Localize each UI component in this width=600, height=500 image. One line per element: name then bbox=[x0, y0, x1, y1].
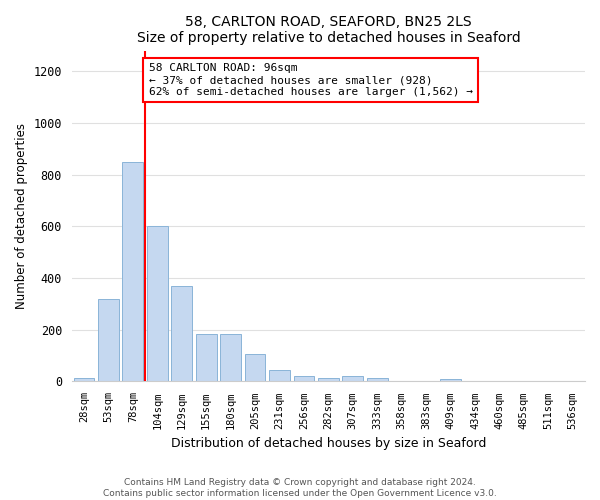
Title: 58, CARLTON ROAD, SEAFORD, BN25 2LS
Size of property relative to detached houses: 58, CARLTON ROAD, SEAFORD, BN25 2LS Size… bbox=[137, 15, 520, 45]
Bar bbox=[269, 370, 290, 382]
Bar bbox=[172, 286, 192, 382]
Text: Contains HM Land Registry data © Crown copyright and database right 2024.
Contai: Contains HM Land Registry data © Crown c… bbox=[103, 478, 497, 498]
Bar bbox=[293, 376, 314, 382]
Bar bbox=[343, 376, 363, 382]
Y-axis label: Number of detached properties: Number of detached properties bbox=[15, 123, 28, 309]
Bar bbox=[367, 378, 388, 382]
Bar bbox=[220, 334, 241, 382]
Bar bbox=[74, 378, 94, 382]
Text: 58 CARLTON ROAD: 96sqm
← 37% of detached houses are smaller (928)
62% of semi-de: 58 CARLTON ROAD: 96sqm ← 37% of detached… bbox=[149, 64, 473, 96]
Bar bbox=[147, 226, 168, 382]
Bar bbox=[318, 378, 339, 382]
X-axis label: Distribution of detached houses by size in Seaford: Distribution of detached houses by size … bbox=[171, 437, 486, 450]
Bar bbox=[196, 334, 217, 382]
Bar bbox=[245, 354, 265, 382]
Bar bbox=[440, 379, 461, 382]
Bar bbox=[122, 162, 143, 382]
Bar bbox=[98, 298, 119, 382]
